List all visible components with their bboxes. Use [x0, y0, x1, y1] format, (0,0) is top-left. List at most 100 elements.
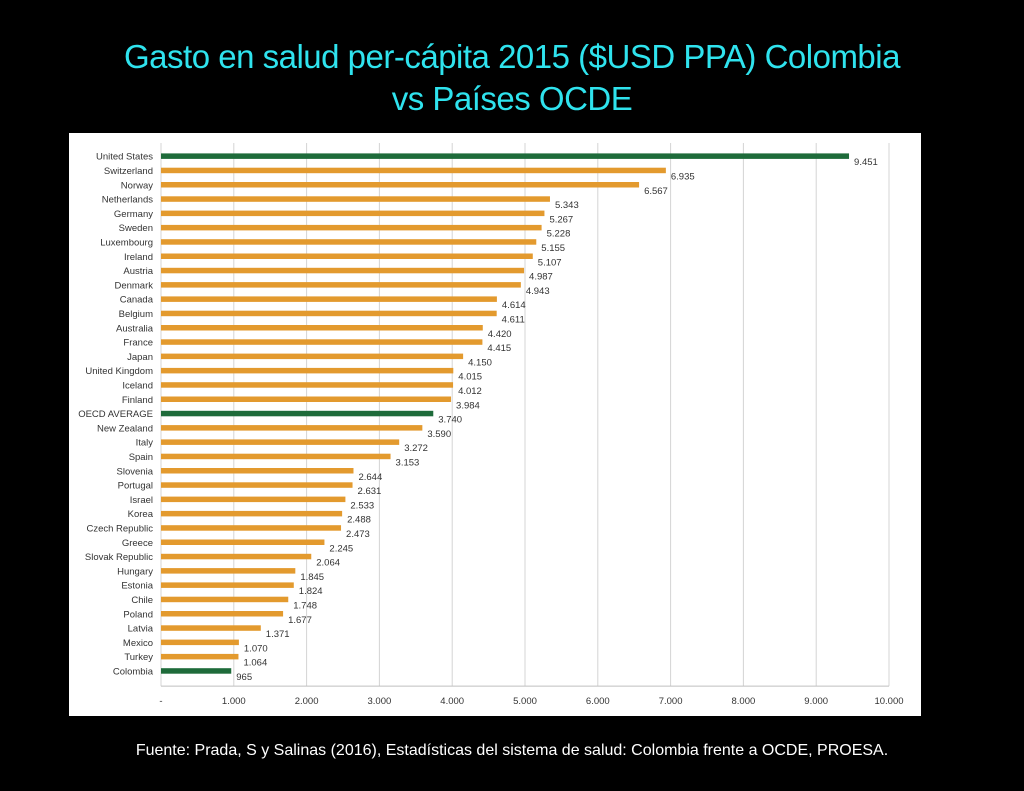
slide-title-line-1: Gasto en salud per-cápita 2015 ($USD PPA…	[124, 38, 900, 75]
value-label: 4.614	[502, 300, 526, 311]
category-label: Poland	[123, 609, 153, 620]
value-label: 1.845	[300, 572, 324, 583]
bar	[161, 568, 296, 574]
value-label: 4.611	[502, 314, 525, 325]
x-tick-label: 9.000	[804, 696, 828, 707]
bar	[161, 167, 666, 174]
bar	[161, 196, 550, 202]
x-tick-label: -	[159, 696, 162, 707]
x-tick-label: 5.000	[513, 696, 537, 707]
bar	[161, 325, 483, 331]
value-label: 3.740	[438, 415, 462, 426]
value-label: 1.748	[293, 600, 317, 611]
category-label: France	[123, 338, 153, 349]
category-label: Mexico	[123, 638, 153, 649]
bar	[161, 482, 353, 488]
category-label: Canada	[120, 295, 154, 306]
category-label: Spain	[129, 452, 153, 463]
value-label: 5.343	[555, 200, 579, 211]
bar	[161, 425, 423, 431]
category-label: Denmark	[114, 280, 153, 291]
bar	[161, 525, 342, 531]
value-label: 2.533	[350, 500, 374, 511]
x-tick-label: 1.000	[222, 696, 246, 707]
category-label: Chile	[131, 595, 153, 606]
bar	[161, 382, 454, 388]
category-label: Portugal	[118, 481, 153, 492]
value-label: 1.824	[299, 586, 323, 597]
bar	[161, 496, 346, 503]
bar	[161, 653, 239, 660]
category-label: Iceland	[122, 380, 153, 391]
bar	[161, 668, 232, 674]
value-label: 2.644	[358, 472, 382, 483]
bar	[161, 239, 537, 245]
bar	[161, 353, 464, 360]
category-label: Hungary	[117, 566, 153, 577]
category-label: OECD AVERAGE	[78, 409, 153, 420]
bar	[161, 296, 497, 302]
bar	[161, 553, 312, 560]
value-label: 2.631	[358, 486, 382, 497]
x-tick-label: 10.000	[874, 696, 903, 707]
slide-title-line-2: vs Países OCDE	[391, 80, 633, 117]
value-label: 4.415	[487, 343, 511, 354]
bar	[161, 539, 325, 545]
bar	[161, 153, 850, 159]
x-tick-label: 4.000	[440, 696, 464, 707]
value-label: 4.987	[529, 272, 553, 283]
category-label: Ireland	[124, 252, 153, 263]
category-label: Slovak Republic	[85, 552, 153, 563]
category-label: Greece	[122, 538, 153, 549]
bar	[161, 267, 525, 274]
category-label: Sweden	[119, 223, 153, 234]
value-label: 2.473	[346, 529, 370, 540]
category-label: Belgium	[119, 309, 153, 320]
x-tick-label: 7.000	[659, 696, 683, 707]
value-label: 2.488	[347, 515, 371, 526]
category-label: Estonia	[121, 581, 153, 592]
category-label: Czech Republic	[86, 523, 153, 534]
category-label: Australia	[116, 323, 154, 334]
bar	[161, 282, 521, 288]
value-label: 3.272	[404, 443, 428, 454]
value-label: 4.420	[488, 329, 512, 340]
x-tick-label: 2.000	[295, 696, 319, 707]
category-label: Turkey	[124, 652, 153, 663]
bar	[161, 339, 483, 345]
bar	[161, 253, 533, 259]
bar	[161, 182, 640, 188]
category-label: Italy	[136, 438, 154, 449]
value-label: 5.155	[541, 243, 565, 254]
value-label: 4.150	[468, 357, 492, 368]
bar	[161, 582, 294, 588]
value-label: 2.064	[316, 558, 340, 569]
value-label: 4.943	[526, 286, 550, 297]
x-tick-label: 3.000	[368, 696, 392, 707]
value-label: 965	[236, 672, 252, 683]
category-label: Colombia	[113, 666, 154, 677]
value-label: 4.015	[458, 372, 482, 383]
x-tick-label: 6.000	[586, 696, 610, 707]
value-label: 1.677	[288, 615, 312, 626]
category-label: Korea	[128, 509, 154, 520]
value-label: 5.267	[549, 214, 573, 225]
category-label: Israel	[130, 495, 153, 506]
category-label: New Zealand	[97, 423, 153, 434]
category-label: Switzerland	[104, 166, 153, 177]
category-label: United States	[96, 152, 153, 163]
value-label: 6.567	[644, 186, 668, 197]
bar	[161, 410, 434, 417]
category-label: Japan	[127, 352, 153, 363]
bar	[161, 596, 289, 603]
bar	[161, 611, 284, 617]
category-label: Slovenia	[117, 466, 154, 477]
x-tick-label: 8.000	[732, 696, 756, 707]
value-label: 3.590	[427, 429, 451, 440]
value-label: 6.935	[671, 171, 695, 182]
bar	[161, 639, 239, 646]
bar	[161, 453, 391, 460]
category-label: Netherlands	[102, 195, 153, 206]
category-label: Latvia	[128, 624, 154, 635]
chart-panel: - 1.000 2.000 3.000 4.000 5.000 6.000 7.000 8.00…	[69, 133, 921, 716]
